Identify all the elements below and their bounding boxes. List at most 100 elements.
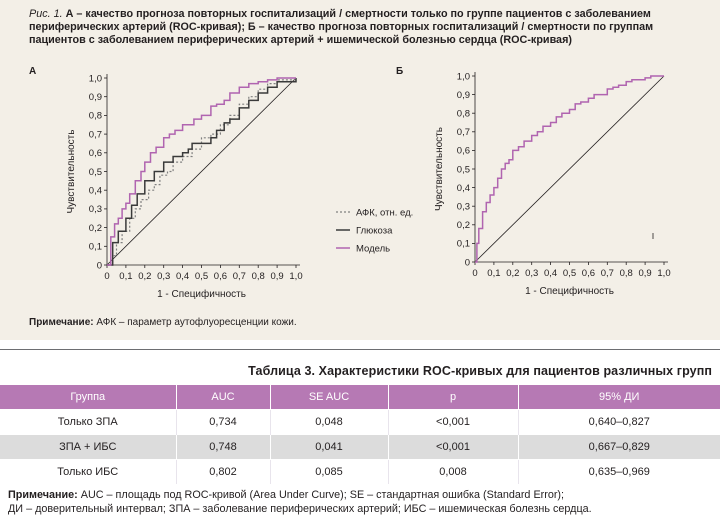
- x-tick-label: 0,3: [525, 268, 538, 279]
- y-tick-label: 1,0: [457, 71, 470, 82]
- x-tick-label: 0,6: [582, 268, 595, 279]
- header-cell-ci: 95% ДИ: [518, 385, 720, 410]
- cell-se-auc: 0,041: [270, 434, 389, 460]
- table-row: Только ИБС 0,802 0,085 0,008 0,635–0,969: [0, 459, 720, 484]
- x-tick-label: 0,2: [138, 271, 151, 282]
- figure-caption-text: А – качество прогноза повторных госпитал…: [29, 8, 654, 46]
- x-tick-label: 0,4: [544, 268, 557, 279]
- y-tick-label: 1,0: [89, 73, 102, 84]
- y-tick-label: 0,8: [457, 109, 470, 120]
- y-tick-label: 0,5: [457, 164, 470, 175]
- x-tick-label: 0,7: [601, 268, 614, 279]
- cell-auc: 0,748: [176, 434, 271, 460]
- x-tick-label: 0,2: [506, 268, 519, 279]
- y-tick-label: 0,1: [457, 239, 470, 250]
- figure-note-label: Примечание:: [29, 317, 94, 328]
- x-tick-label: 1,0: [289, 271, 302, 282]
- y-tick-label: 0,8: [89, 111, 102, 122]
- x-tick-label: 0,8: [252, 271, 265, 282]
- panel-letter: А: [29, 66, 36, 77]
- y-tick-label: 0,4: [457, 183, 470, 194]
- x-tick-label: 0,1: [487, 268, 500, 279]
- header-cell-group: Группа: [0, 385, 177, 410]
- y-tick-label: 0,9: [89, 92, 102, 103]
- x-tick-label: 0,7: [233, 271, 246, 282]
- x-tick-label: 0,3: [157, 271, 170, 282]
- figure-caption-number: Рис. 1.: [29, 8, 63, 20]
- cell-se-auc: 0,085: [270, 459, 389, 484]
- figure-note: Примечание: АФК – параметр аутофлуоресце…: [29, 317, 297, 328]
- cell-p: 0,008: [388, 459, 519, 484]
- header-cell-auc: AUC: [176, 385, 271, 410]
- section-divider: [0, 349, 720, 350]
- y-tick-label: 0,6: [457, 146, 470, 157]
- x-tick-label: 0: [104, 271, 109, 282]
- cell-auc: 0,802: [176, 459, 271, 484]
- x-tick-label: 0,5: [563, 268, 576, 279]
- y-axis-label: Чувствительность: [66, 130, 77, 214]
- cell-ci: 0,640–0,827: [518, 409, 720, 435]
- roc-charts: 0 0,1 0,2 0,3 0,4 0,5 0,6 0,7 0,8 0,9 1,0 0 0,1 0,2 0,…: [29, 66, 671, 300]
- legend-label: Глюкоза: [356, 226, 393, 237]
- chart-b: 0 0,1 0,2 0,3 0,4 0,5 0,6 0,7 0,8 0,9 1,0 0 0,1 0,2 0,…: [396, 66, 671, 297]
- y-tick-label: 0,9: [457, 90, 470, 101]
- y-tick-label: 0,2: [457, 220, 470, 231]
- cell-group: Только ИБС: [0, 459, 177, 484]
- cell-auc: 0,734: [176, 409, 271, 435]
- y-tick-label: 0,4: [89, 186, 102, 197]
- reference-diagonal: [474, 75, 665, 263]
- figure-panel: [0, 0, 720, 340]
- table-row: ЗПА + ИБС 0,748 0,041 <0,001 0,667–0,829: [0, 434, 720, 460]
- x-tick-label: 0: [472, 268, 477, 279]
- series-line-afk: [107, 78, 297, 266]
- x-tick-label: 0,6: [214, 271, 227, 282]
- header-cell-se-auc: SE AUC: [270, 385, 389, 410]
- y-tick-label: 0,3: [89, 204, 102, 215]
- y-tick-label: 0,2: [89, 223, 102, 234]
- table-row: Только ЗПА 0,734 0,048 <0,001 0,640–0,82…: [0, 409, 720, 435]
- y-tick-label: 0,7: [457, 127, 470, 138]
- table-note: Примечание: AUC – площадь под ROC-кривой…: [8, 489, 592, 516]
- cell-ci: 0,667–0,829: [518, 434, 720, 460]
- series-line-model: [107, 77, 296, 266]
- cell-group: Только ЗПА: [0, 409, 177, 435]
- y-tick-label: 0,7: [89, 129, 102, 140]
- cell-p: <0,001: [388, 434, 519, 460]
- y-tick-label: 0,5: [89, 167, 102, 178]
- table-note-text-1: AUC – площадь под ROC-кривой (Area Under…: [77, 489, 565, 501]
- cell-group: ЗПА + ИБС: [0, 434, 177, 460]
- x-axis-label: 1 - Специфичность: [157, 288, 246, 300]
- y-axis-label: Чувствительность: [434, 127, 445, 211]
- table-header-row: Группа AUC SE AUC p 95% ДИ: [0, 385, 720, 410]
- x-tick-label: 0,8: [620, 268, 633, 279]
- y-tick-label: 0,6: [89, 148, 102, 159]
- table-note-line-2: ДИ – доверительный интервал; ЗПА – забол…: [8, 502, 592, 515]
- chart-a: 0 0,1 0,2 0,3 0,4 0,5 0,6 0,7 0,8 0,9 1,0 0 0,1 0,2 0,…: [29, 66, 413, 300]
- y-tick-label: 0,1: [89, 242, 102, 253]
- x-axis-label: 1 - Специфичность: [525, 285, 614, 297]
- cell-p: <0,001: [388, 409, 519, 435]
- x-tick-label: 0,4: [176, 271, 189, 282]
- x-tick-label: 0,1: [119, 271, 132, 282]
- cell-se-auc: 0,048: [270, 409, 389, 435]
- legend-label: АФК, отн. ед.: [356, 208, 413, 219]
- panel-letter: Б: [396, 66, 403, 77]
- table-note-label: Примечание:: [8, 489, 78, 501]
- series-line-glucose: [107, 78, 297, 266]
- header-cell-p: p: [388, 385, 519, 410]
- figure-caption: Рис. 1. А – качество прогноза повторных …: [29, 8, 669, 47]
- legend-label: Модель: [356, 244, 390, 255]
- y-tick-label: 0: [97, 260, 102, 271]
- y-tick-label: 0,3: [457, 202, 470, 213]
- x-tick-label: 0,9: [270, 271, 283, 282]
- reference-diagonal: [106, 77, 297, 266]
- table-title: Таблица 3. Характеристики ROC-кривых для…: [248, 364, 712, 378]
- x-tick-label: 0,9: [638, 268, 651, 279]
- y-tick-label: 0: [465, 257, 470, 268]
- x-tick-label: 1,0: [657, 268, 670, 279]
- cell-ci: 0,635–0,969: [518, 459, 720, 484]
- table-note-line-1: Примечание: AUC – площадь под ROC-кривой…: [8, 489, 592, 503]
- figure-note-text: АФК – параметр аутофлуоресценции кожи.: [93, 317, 297, 328]
- roc-stats-table: Группа AUC SE AUC p 95% ДИ Только ЗПА 0,…: [0, 385, 720, 484]
- x-tick-label: 0,5: [195, 271, 208, 282]
